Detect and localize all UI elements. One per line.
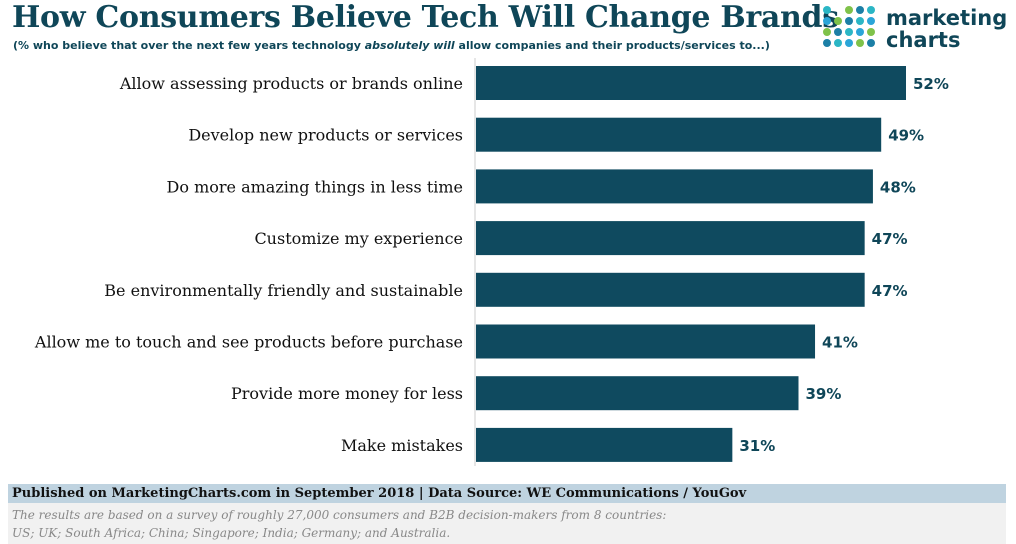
marketingcharts-logo: marketing charts — [822, 5, 1012, 55]
logo-dot — [834, 39, 842, 47]
value-label: 49% — [888, 127, 924, 145]
bar — [476, 66, 906, 100]
subtitle-emphasis: absolutely will — [364, 39, 455, 52]
value-label: 47% — [872, 282, 908, 300]
footer-note: The results are based on a survey of rou… — [8, 503, 1006, 544]
subtitle-suffix: allow companies and their products/servi… — [454, 39, 770, 52]
bar — [476, 221, 865, 256]
logo-dot — [856, 39, 864, 47]
logo-dot — [834, 28, 842, 36]
bar — [476, 427, 733, 462]
logo-line-1: marketing — [886, 6, 1008, 30]
category-label: Customize my experience — [254, 229, 463, 248]
category-label: Provide more money for less — [231, 384, 463, 403]
footer-note-line-2: US; UK; South Africa; China; Singapore; … — [12, 526, 451, 540]
chart-subtitle: (% who believe that over the next few ye… — [13, 39, 770, 52]
value-label: 39% — [806, 385, 842, 403]
logo-dot — [867, 17, 875, 25]
logo-wordmark: marketing charts — [886, 7, 1007, 51]
logo-dot — [856, 17, 864, 25]
category-label: Allow me to touch and see products befor… — [34, 333, 463, 352]
category-label: Make mistakes — [341, 436, 463, 455]
category-label: Do more amazing things in less time — [167, 177, 463, 196]
logo-dot — [867, 28, 875, 36]
logo-dot — [823, 6, 831, 14]
logo-dot — [845, 6, 853, 14]
logo-dot — [823, 17, 831, 25]
logo-dot — [867, 6, 875, 14]
logo-dot — [856, 6, 864, 14]
bar — [476, 169, 873, 204]
logo-dot — [845, 17, 853, 25]
logo-line-2: charts — [886, 28, 961, 52]
value-label: 47% — [872, 230, 908, 248]
category-label: Be environmentally friendly and sustaina… — [104, 281, 463, 300]
logo-dot — [823, 28, 831, 36]
bar — [476, 272, 865, 307]
logo-dot — [845, 39, 853, 47]
subtitle-prefix: (% who believe that over the next few ye… — [13, 39, 365, 52]
logo-dot — [856, 28, 864, 36]
bar — [476, 117, 882, 152]
logo-dot — [867, 39, 875, 47]
value-label: 31% — [739, 437, 775, 455]
logo-dot — [823, 39, 831, 47]
footer-note-line-1: The results are based on a survey of rou… — [12, 508, 667, 522]
chart-title: How Consumers Believe Tech Will Change B… — [12, 0, 839, 35]
value-label: 41% — [822, 334, 858, 352]
value-label: 48% — [880, 178, 916, 196]
category-label: Allow assessing products or brands onlin… — [119, 74, 463, 93]
footer-published: Published on MarketingCharts.com in Sept… — [8, 484, 1006, 503]
logo-dots-icon — [823, 6, 875, 47]
value-label: 52% — [913, 75, 949, 93]
bar-chart: Allow assessing products or brands onlin… — [34, 58, 949, 466]
bar — [476, 376, 799, 411]
logo-dot — [845, 28, 853, 36]
bar — [476, 324, 816, 359]
category-label: Develop new products or services — [188, 126, 463, 145]
logo-dot — [834, 17, 842, 25]
